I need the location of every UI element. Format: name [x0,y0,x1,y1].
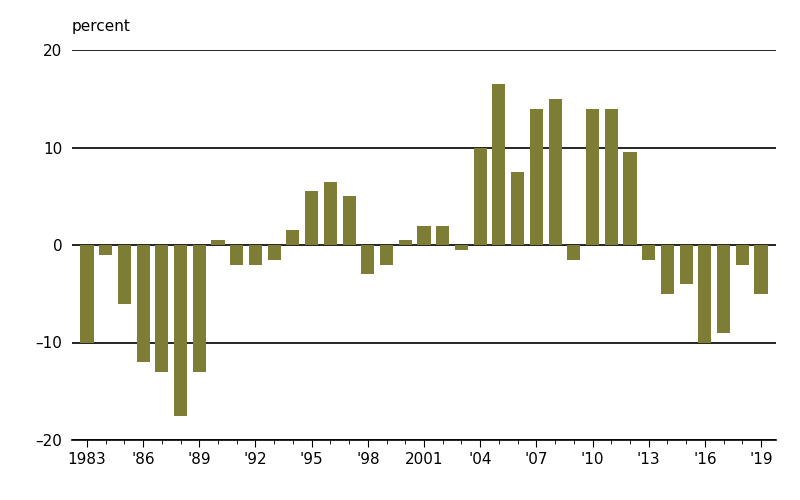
Bar [642,245,655,260]
Bar [605,108,618,245]
Bar [230,245,243,264]
Bar [474,148,486,245]
Bar [380,245,393,264]
Bar [661,245,674,294]
Bar [586,108,599,245]
Bar [324,182,337,245]
Bar [137,245,150,362]
Bar [211,240,225,245]
Bar [362,245,374,274]
Bar [698,245,711,342]
Bar [81,245,94,342]
Bar [549,99,562,245]
Bar [118,245,131,304]
Bar [567,245,580,260]
Bar [286,230,299,245]
Bar [398,240,412,245]
Bar [455,245,468,250]
Bar [511,172,524,245]
Bar [736,245,749,264]
Text: percent: percent [72,20,131,34]
Bar [754,245,767,294]
Bar [717,245,730,333]
Bar [436,226,450,245]
Bar [174,245,187,416]
Bar [418,226,430,245]
Bar [492,84,506,245]
Bar [193,245,206,372]
Bar [155,245,169,372]
Bar [249,245,262,264]
Bar [679,245,693,284]
Bar [530,108,543,245]
Bar [342,196,356,245]
Bar [623,152,637,245]
Bar [99,245,112,255]
Bar [268,245,281,260]
Bar [305,192,318,245]
